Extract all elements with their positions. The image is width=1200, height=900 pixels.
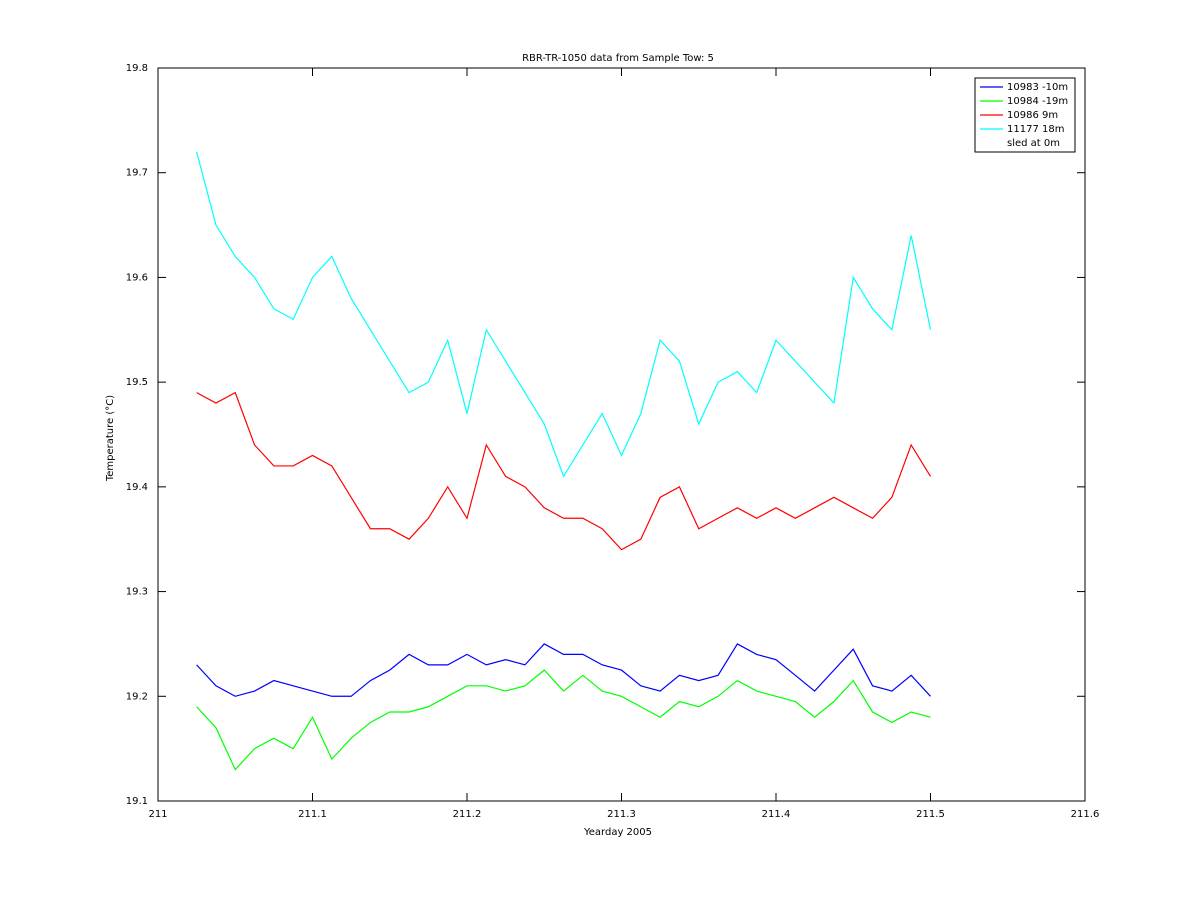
x-tick-label: 211.1 (298, 809, 327, 820)
x-tick-label: 211.2 (453, 809, 482, 820)
chart-title: RBR-TR-1050 data from Sample Tow: 5 (522, 53, 714, 64)
y-tick-label: 19.5 (126, 377, 148, 388)
y-tick-label: 19.2 (126, 691, 148, 702)
y-tick-label: 19.1 (126, 796, 148, 807)
legend-note: sled at 0m (1007, 138, 1060, 149)
x-axis-label: Yearday 2005 (583, 827, 652, 838)
series-line (196, 669, 931, 771)
y-tick-label: 19.3 (126, 587, 148, 598)
y-axis-label: Temperature (°C) (105, 395, 116, 482)
x-tick-label: 211.4 (762, 809, 791, 820)
series-line (196, 643, 931, 697)
legend-label: 10986 9m (1007, 110, 1058, 121)
x-tick-label: 211 (148, 809, 167, 820)
legend-label: 10984 -19m (1007, 96, 1068, 107)
legend-label: 11177 18m (1007, 124, 1064, 135)
x-tick-label: 211.6 (1071, 809, 1100, 820)
plot-area (157, 67, 1086, 802)
legend-label: 10983 -10m (1007, 82, 1068, 93)
x-tick-label: 211.3 (607, 809, 636, 820)
series-line (196, 391, 932, 551)
y-tick-label: 19.8 (126, 63, 148, 74)
x-tick-label: 211.5 (916, 809, 945, 820)
y-tick-label: 19.4 (126, 482, 148, 493)
y-tick-label: 19.7 (126, 168, 148, 179)
y-tick-label: 19.6 (126, 272, 148, 283)
series-line (196, 151, 932, 478)
